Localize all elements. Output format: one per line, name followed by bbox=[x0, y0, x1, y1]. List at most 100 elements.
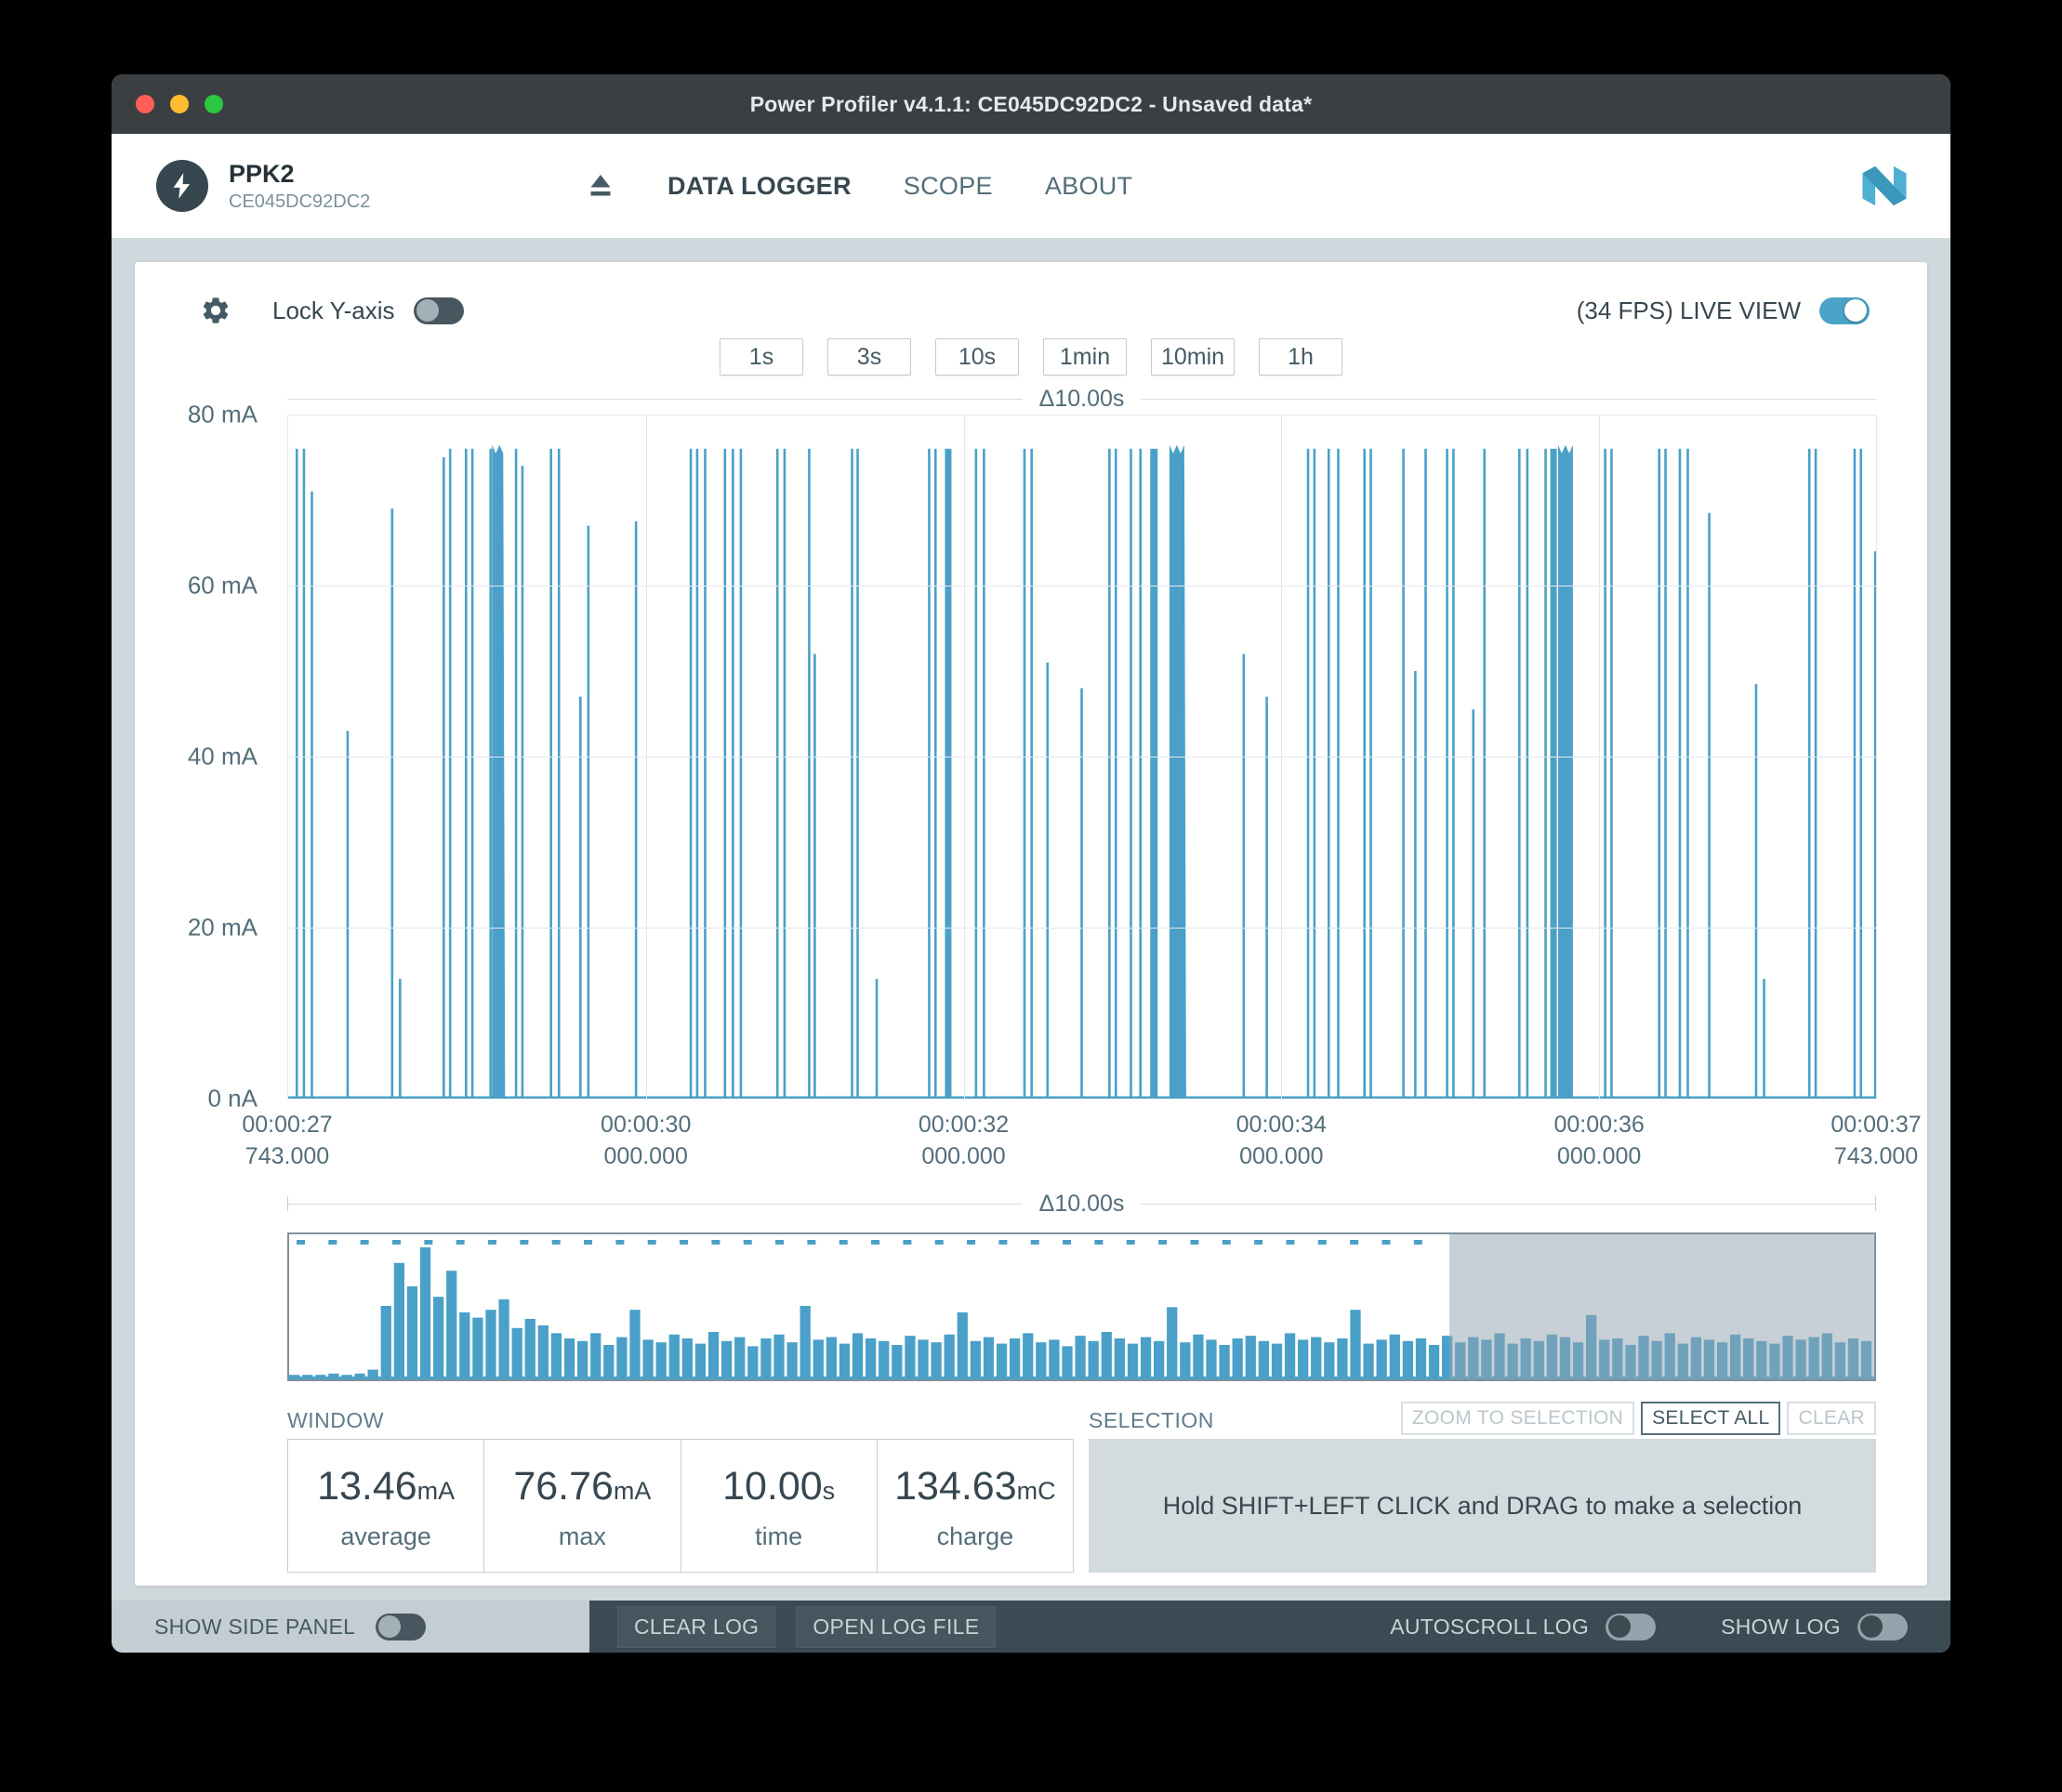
delta-span-top: Δ10.00s bbox=[287, 383, 1877, 415]
range-button-10min[interactable]: 10min bbox=[1151, 338, 1235, 376]
gridline-horizontal bbox=[287, 928, 1876, 929]
x-tick-label: 00:00:34 000.000 bbox=[1236, 1112, 1327, 1169]
stat-unit: mA bbox=[416, 1477, 456, 1505]
gridline-vertical bbox=[1876, 415, 1877, 1099]
lock-y-axis-toggle[interactable] bbox=[413, 296, 464, 324]
clear-log-button[interactable]: CLEAR LOG bbox=[617, 1605, 776, 1648]
stat-max: 76.76mA max bbox=[484, 1440, 681, 1572]
range-button-1h[interactable]: 1h bbox=[1259, 338, 1342, 376]
gridline-vertical bbox=[287, 415, 288, 1099]
range-button-10s[interactable]: 10s bbox=[935, 338, 1019, 376]
footer-bar: SHOW SIDE PANEL CLEAR LOG OPEN LOG FILE … bbox=[112, 1601, 1950, 1653]
minimize-window-button[interactable] bbox=[170, 95, 189, 113]
stat-average: 13.46mA average bbox=[288, 1440, 485, 1572]
y-tick-label: 0 nA bbox=[207, 1084, 258, 1113]
nordic-logo-icon bbox=[1862, 165, 1907, 206]
stat-label: average bbox=[340, 1522, 431, 1550]
time-range-buttons: 1s 3s 10s 1min 10min 1h bbox=[176, 338, 1886, 376]
stat-label: time bbox=[755, 1522, 803, 1550]
titlebar: Power Profiler v4.1.1: CE045DC92DC2 - Un… bbox=[112, 74, 1950, 134]
footer-left: SHOW SIDE PANEL bbox=[112, 1601, 589, 1653]
show-log-toggle[interactable] bbox=[1857, 1613, 1908, 1640]
gridline-vertical bbox=[1281, 415, 1283, 1099]
stat-time: 10.00s time bbox=[681, 1440, 878, 1572]
toggle-knob bbox=[1860, 1615, 1883, 1638]
window-section-label: WINDOW bbox=[287, 1408, 384, 1432]
show-log-label: SHOW LOG bbox=[1721, 1614, 1841, 1639]
range-button-3s[interactable]: 3s bbox=[827, 338, 911, 376]
maximize-window-button[interactable] bbox=[205, 95, 223, 113]
gridline-vertical bbox=[1599, 415, 1601, 1099]
stat-label: charge bbox=[936, 1522, 1014, 1550]
selection-section: SELECTION ZOOM TO SELECTION SELECT ALL CLE… bbox=[1089, 1402, 1876, 1573]
y-axis-labels: 80 mA 60 mA 40 mA 20 mA 0 nA bbox=[176, 401, 272, 1113]
footer-right: CLEAR LOG OPEN LOG FILE AUTOSCROLL LOG S… bbox=[589, 1601, 1950, 1653]
close-window-button[interactable] bbox=[136, 95, 154, 113]
minimap[interactable] bbox=[287, 1232, 1876, 1381]
lock-y-axis-label: Lock Y-axis bbox=[272, 296, 395, 324]
window-stats: 13.46mA average 76.76mA max 10.00s time 134.63… bbox=[287, 1439, 1074, 1573]
window-title: Power Profiler v4.1.1: CE045DC92DC2 - Un… bbox=[749, 91, 1313, 116]
stats-and-selection-row: WINDOW 13.46mA average 76.76mA max 10.00s tim… bbox=[287, 1402, 1876, 1573]
stat-value: 134.63mC bbox=[894, 1464, 1056, 1509]
gridline-vertical bbox=[645, 415, 647, 1099]
gridline-vertical bbox=[963, 415, 965, 1099]
selection-section-label: SELECTION bbox=[1089, 1408, 1214, 1432]
show-log-group: SHOW LOG bbox=[1721, 1613, 1908, 1640]
toggle-knob bbox=[1844, 299, 1867, 322]
stat-charge: 134.63mC charge bbox=[878, 1440, 1073, 1572]
x-tick-label: 00:00:27 743.000 bbox=[242, 1112, 333, 1169]
gridline-horizontal bbox=[287, 757, 1876, 758]
chart-settings-gear-icon[interactable] bbox=[200, 295, 231, 326]
y-tick-label: 40 mA bbox=[187, 742, 258, 771]
tab-about[interactable]: ABOUT bbox=[1044, 171, 1133, 200]
select-all-button[interactable]: SELECT ALL bbox=[1641, 1402, 1781, 1435]
y-tick-label: 60 mA bbox=[187, 571, 258, 600]
toggle-knob bbox=[378, 1615, 402, 1638]
tab-data-logger[interactable]: DATA LOGGER bbox=[668, 171, 852, 200]
content-area: Lock Y-axis (34 FPS) LIVE VIEW 1s 3s 10s 1m… bbox=[112, 238, 1950, 1601]
stat-unit: mC bbox=[1016, 1477, 1056, 1505]
device-name: PPK2 bbox=[229, 159, 295, 188]
x-tick-label: 00:00:32 000.000 bbox=[918, 1112, 1010, 1169]
stat-unit: mA bbox=[613, 1477, 652, 1505]
eject-icon bbox=[590, 175, 611, 196]
selection-buttons: ZOOM TO SELECTION SELECT ALL CLEAR bbox=[1400, 1402, 1876, 1435]
device-info: PPK2 CE045DC92DC2 bbox=[229, 160, 443, 213]
range-button-1s[interactable]: 1s bbox=[720, 338, 803, 376]
device-serial: CE045DC92DC2 bbox=[229, 191, 371, 212]
window-controls bbox=[136, 74, 223, 134]
show-side-panel-label: SHOW SIDE PANEL bbox=[154, 1614, 356, 1639]
minimap-view-window[interactable] bbox=[1449, 1234, 1874, 1379]
x-axis-labels: 00:00:27 743.000 00:00:30 000.000 00:00:32 00… bbox=[242, 1110, 1921, 1180]
autoscroll-log-label: AUTOSCROLL LOG bbox=[1390, 1614, 1590, 1639]
eject-device-button[interactable] bbox=[582, 167, 619, 204]
delta-top-label: Δ10.00s bbox=[1038, 385, 1125, 412]
clear-button: CLEAR bbox=[1787, 1402, 1876, 1435]
chart-controls-row: Lock Y-axis (34 FPS) LIVE VIEW bbox=[176, 290, 1886, 331]
autoscroll-log-toggle[interactable] bbox=[1606, 1613, 1657, 1640]
y-tick-label: 80 mA bbox=[187, 400, 258, 428]
x-tick-label: 00:00:37 743.000 bbox=[1831, 1112, 1922, 1169]
toggle-knob bbox=[416, 299, 439, 322]
toggle-knob bbox=[1608, 1615, 1632, 1638]
chart-panel: Lock Y-axis (34 FPS) LIVE VIEW 1s 3s 10s 1m… bbox=[135, 262, 1927, 1586]
live-view-toggle[interactable] bbox=[1819, 296, 1870, 324]
stat-unit: s bbox=[822, 1477, 836, 1505]
nav-tabs: DATA LOGGER SCOPE ABOUT bbox=[668, 172, 1132, 201]
range-button-1min[interactable]: 1min bbox=[1043, 338, 1127, 376]
stat-value: 13.46mA bbox=[317, 1464, 456, 1509]
app-window: Power Profiler v4.1.1: CE045DC92DC2 - Un… bbox=[112, 74, 1950, 1653]
navbar: PPK2 CE045DC92DC2 DATA LOGGER SCOPE ABOUT bbox=[112, 134, 1950, 238]
selection-hint-text: Hold SHIFT+LEFT CLICK and DRAG to make a… bbox=[1162, 1491, 1803, 1520]
open-log-file-button[interactable]: OPEN LOG FILE bbox=[796, 1605, 997, 1648]
window-stats-section: WINDOW 13.46mA average 76.76mA max 10.00s tim… bbox=[287, 1405, 1074, 1573]
main-chart[interactable]: 80 mA 60 mA 40 mA 20 mA 0 nA bbox=[188, 401, 1877, 1113]
show-side-panel-toggle[interactable] bbox=[376, 1613, 427, 1640]
device-icon[interactable] bbox=[156, 160, 208, 212]
tab-scope[interactable]: SCOPE bbox=[903, 171, 993, 200]
selection-hint-box: Hold SHIFT+LEFT CLICK and DRAG to make a… bbox=[1089, 1439, 1876, 1573]
x-tick-label: 00:00:30 000.000 bbox=[601, 1112, 692, 1169]
current-trace bbox=[287, 444, 1876, 1099]
y-tick-label: 20 mA bbox=[187, 913, 258, 942]
